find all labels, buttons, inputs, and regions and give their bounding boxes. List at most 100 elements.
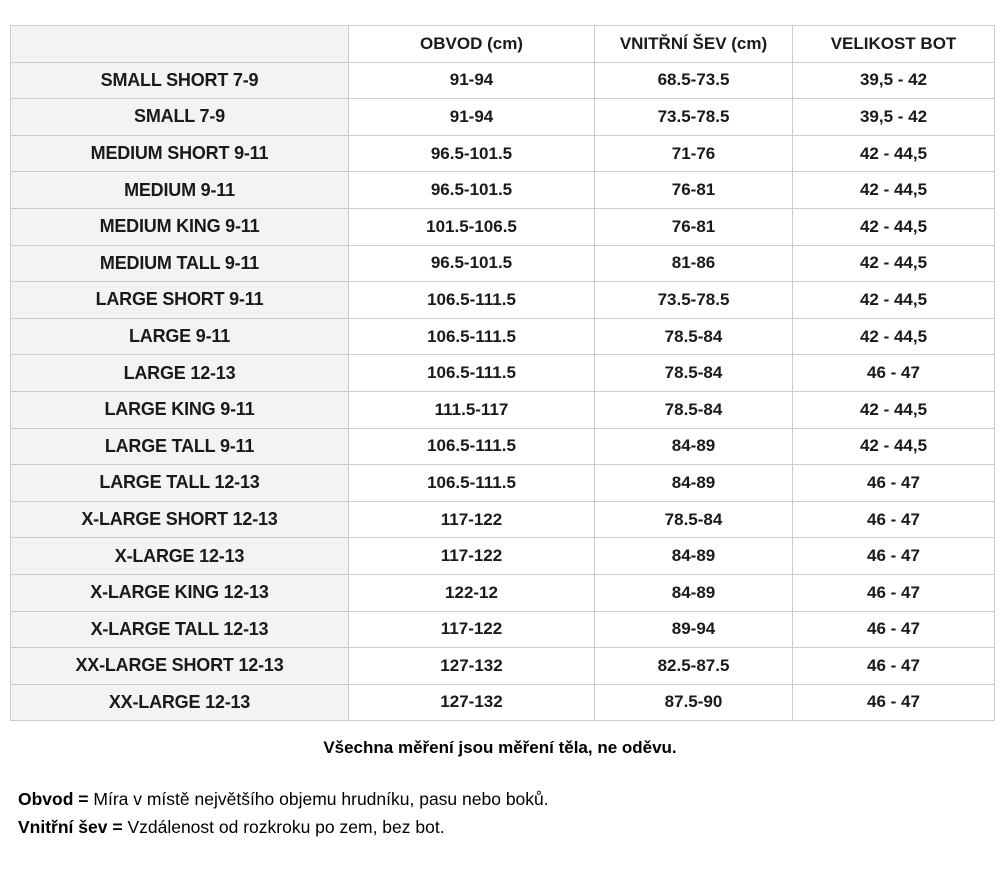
table-row: LARGE 12-13 106.5-111.5 78.5-84 46 - 47 [10,354,995,392]
velikost-bot-value-cell: 46 - 47 [792,354,995,392]
measurement-note: Všechna měření jsou měření těla, ne oděv… [323,738,677,757]
size-label-cell: XX-LARGE 12-13 [10,683,349,722]
table-row: X-LARGE KING 12-13 122-12 84-89 46 - 47 [10,573,995,612]
obvod-value-cell: 127-132 [348,683,595,722]
table-row: LARGE KING 9-11 111.5-117 78.5-84 42 - 4… [10,390,995,429]
obvod-value-cell: 96.5-101.5 [348,171,595,209]
table-row: X-LARGE SHORT 12-13 117-122 78.5-84 46 -… [10,500,995,539]
obvod-value-cell: 96.5-101.5 [348,134,595,173]
size-label-cell: XX-LARGE SHORT 12-13 [10,647,349,685]
velikost-bot-value-cell: 42 - 44,5 [792,281,995,319]
vnitrni-sev-value-cell: 87.5-90 [594,683,793,722]
vnitrni-sev-value-cell: 84-89 [594,537,793,575]
table-row: LARGE TALL 12-13 106.5-111.5 84-89 46 - … [10,464,995,502]
vnitrni-sev-value-cell: 84-89 [594,427,793,466]
obvod-value-cell: 127-132 [348,647,595,685]
table-row: MEDIUM TALL 9-11 96.5-101.5 81-86 42 - 4… [10,244,995,283]
velikost-bot-value-cell: 42 - 44,5 [792,317,995,356]
definition-obvod-term: Obvod = [18,789,89,809]
definition-vnitrni-sev: Vnitřní šev = Vzdálenost od rozkroku po … [18,813,549,841]
velikost-bot-value-cell: 42 - 44,5 [792,390,995,429]
definition-vnitrni-sev-term: Vnitřní šev = [18,817,123,837]
table-row: SMALL 7-9 91-94 73.5-78.5 39,5 - 42 [10,98,995,136]
velikost-bot-value-cell: 46 - 47 [792,464,995,502]
size-label-cell: SMALL SHORT 7-9 [10,61,349,100]
vnitrni-sev-value-cell: 71-76 [594,134,793,173]
obvod-value-cell: 101.5-106.5 [348,207,595,246]
size-chart-table: OBVOD (cm) VNITŘNÍ ŠEV (cm) VELIKOST BOT… [10,25,995,722]
vnitrni-sev-value-cell: 73.5-78.5 [594,98,793,136]
size-label-cell: MEDIUM KING 9-11 [10,207,349,246]
table-row: SMALL SHORT 7-9 91-94 68.5-73.5 39,5 - 4… [10,61,995,100]
velikost-bot-value-cell: 39,5 - 42 [792,61,995,100]
velikost-bot-value-cell: 46 - 47 [792,683,995,722]
size-label-cell: LARGE TALL 9-11 [10,427,349,466]
obvod-value-cell: 91-94 [348,61,595,100]
vnitrni-sev-value-cell: 84-89 [594,464,793,502]
vnitrni-sev-value-cell: 81-86 [594,244,793,283]
obvod-value-cell: 106.5-111.5 [348,464,595,502]
obvod-value-cell: 117-122 [348,500,595,539]
header-obvod: OBVOD (cm) [348,25,595,63]
table-row: MEDIUM SHORT 9-11 96.5-101.5 71-76 42 - … [10,134,995,173]
size-label-cell: LARGE TALL 12-13 [10,464,349,502]
definition-obvod-text: Míra v místě největšího objemu hrudníku,… [93,789,549,809]
vnitrni-sev-value-cell: 68.5-73.5 [594,61,793,100]
velikost-bot-value-cell: 46 - 47 [792,537,995,575]
velikost-bot-value-cell: 42 - 44,5 [792,427,995,466]
velikost-bot-value-cell: 46 - 47 [792,573,995,612]
table-row: X-LARGE 12-13 117-122 84-89 46 - 47 [10,537,995,575]
obvod-value-cell: 106.5-111.5 [348,427,595,466]
obvod-value-cell: 106.5-111.5 [348,281,595,319]
table-row: MEDIUM KING 9-11 101.5-106.5 76-81 42 - … [10,207,995,246]
table-row: X-LARGE TALL 12-13 117-122 89-94 46 - 47 [10,610,995,649]
size-label-cell: MEDIUM 9-11 [10,171,349,209]
obvod-value-cell: 122-12 [348,573,595,612]
size-label-cell: LARGE SHORT 9-11 [10,281,349,319]
size-label-cell: LARGE KING 9-11 [10,390,349,429]
velikost-bot-value-cell: 46 - 47 [792,647,995,685]
vnitrni-sev-value-cell: 73.5-78.5 [594,281,793,319]
vnitrni-sev-value-cell: 78.5-84 [594,354,793,392]
obvod-value-cell: 106.5-111.5 [348,317,595,356]
vnitrni-sev-value-cell: 76-81 [594,171,793,209]
velikost-bot-value-cell: 39,5 - 42 [792,98,995,136]
size-label-cell: LARGE 12-13 [10,354,349,392]
table-row: XX-LARGE SHORT 12-13 127-132 82.5-87.5 4… [10,647,995,685]
table-row: MEDIUM 9-11 96.5-101.5 76-81 42 - 44,5 [10,171,995,209]
obvod-value-cell: 91-94 [348,98,595,136]
header-vnitrni-sev: VNITŘNÍ ŠEV (cm) [594,25,793,63]
vnitrni-sev-value-cell: 78.5-84 [594,390,793,429]
vnitrni-sev-value-cell: 82.5-87.5 [594,647,793,685]
velikost-bot-value-cell: 42 - 44,5 [792,244,995,283]
table-row: LARGE TALL 9-11 106.5-111.5 84-89 42 - 4… [10,427,995,466]
obvod-value-cell: 96.5-101.5 [348,244,595,283]
definitions-block: Obvod = Míra v místě největšího objemu h… [18,785,549,841]
obvod-value-cell: 117-122 [348,610,595,649]
vnitrni-sev-value-cell: 84-89 [594,573,793,612]
vnitrni-sev-value-cell: 76-81 [594,207,793,246]
size-label-cell: MEDIUM TALL 9-11 [10,244,349,283]
definition-vnitrni-sev-text: Vzdálenost od rozkroku po zem, bez bot. [127,817,445,837]
definition-obvod: Obvod = Míra v místě největšího objemu h… [18,785,549,813]
velikost-bot-value-cell: 42 - 44,5 [792,171,995,209]
size-label-cell: X-LARGE TALL 12-13 [10,610,349,649]
table-row: LARGE SHORT 9-11 106.5-111.5 73.5-78.5 4… [10,281,995,319]
header-velikost-bot: VELIKOST BOT [792,25,995,63]
velikost-bot-value-cell: 46 - 47 [792,500,995,539]
table-header-row: OBVOD (cm) VNITŘNÍ ŠEV (cm) VELIKOST BOT [10,25,995,63]
header-empty-cell [10,25,349,63]
velikost-bot-value-cell: 42 - 44,5 [792,207,995,246]
obvod-value-cell: 106.5-111.5 [348,354,595,392]
obvod-value-cell: 111.5-117 [348,390,595,429]
vnitrni-sev-value-cell: 89-94 [594,610,793,649]
table-row: XX-LARGE 12-13 127-132 87.5-90 46 - 47 [10,683,995,722]
size-label-cell: LARGE 9-11 [10,317,349,356]
vnitrni-sev-value-cell: 78.5-84 [594,317,793,356]
vnitrni-sev-value-cell: 78.5-84 [594,500,793,539]
velikost-bot-value-cell: 46 - 47 [792,610,995,649]
size-label-cell: X-LARGE KING 12-13 [10,573,349,612]
velikost-bot-value-cell: 42 - 44,5 [792,134,995,173]
size-label-cell: X-LARGE 12-13 [10,537,349,575]
